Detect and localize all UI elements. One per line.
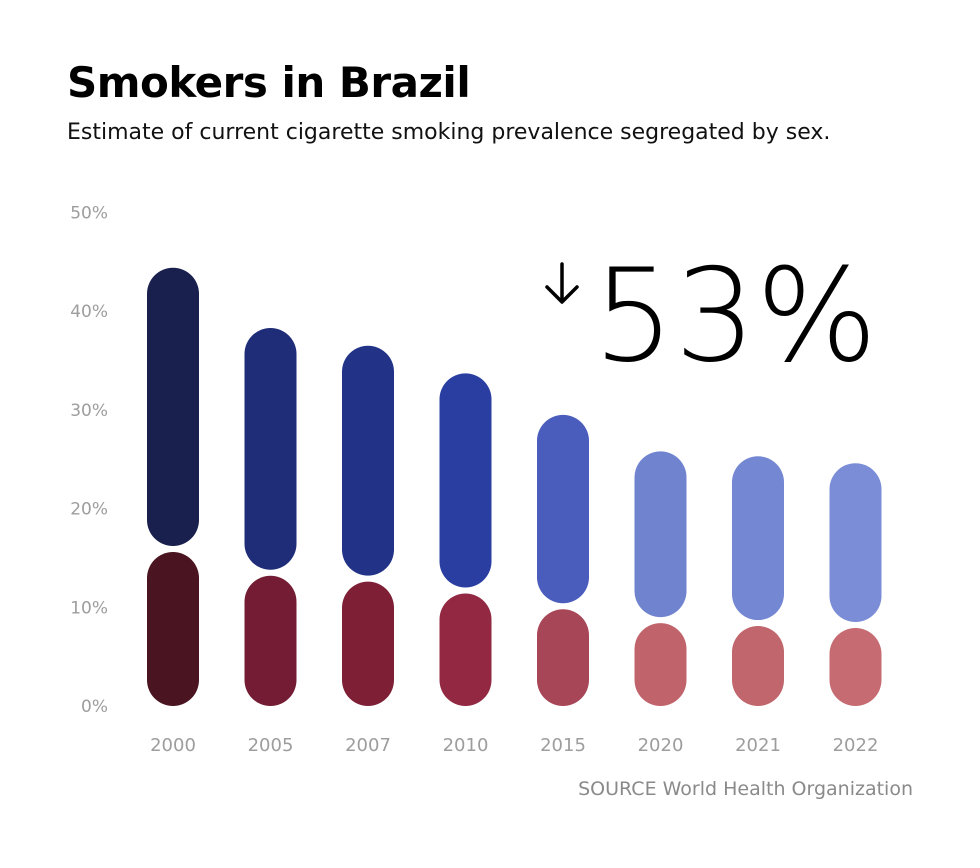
change-value: 53% [593, 242, 878, 391]
y-tick-label: 10% [70, 598, 108, 618]
x-tick-label: 2015 [540, 735, 586, 756]
y-tick-label: 20% [70, 500, 108, 520]
change-annotation: 53% [545, 242, 878, 391]
x-axis: 2000 2005 2007 2010 2015 2020 2021 2022 [150, 735, 878, 756]
x-tick-label: 2020 [638, 735, 684, 756]
bar-segment-lower [342, 581, 394, 706]
bar-segment-upper [342, 345, 394, 576]
x-tick-label: 2022 [833, 735, 879, 756]
y-tick-label: 50% [70, 204, 108, 224]
bar-segment-upper [537, 414, 589, 604]
y-tick-label: 40% [70, 302, 108, 322]
bar-segment-lower [634, 623, 687, 706]
bar-segment-lower [244, 575, 297, 706]
y-axis: 0% 10% 20% 30% 40% 50% [70, 204, 108, 718]
bars [147, 267, 882, 706]
bar-segment-upper [147, 267, 199, 547]
x-tick-label: 2007 [345, 735, 391, 756]
x-tick-label: 2021 [735, 735, 781, 756]
chart-subtitle: Estimate of current cigarette smoking pr… [67, 120, 831, 145]
bar-segment-upper [244, 327, 297, 570]
x-tick-label: 2000 [150, 735, 196, 756]
source-note: SOURCE World Health Organization [578, 778, 913, 800]
bar-segment-upper [829, 463, 882, 623]
y-tick-label: 30% [70, 401, 108, 421]
bar-segment-lower [147, 552, 199, 706]
x-tick-label: 2010 [443, 735, 489, 756]
down-arrow-icon [545, 262, 579, 304]
bar-segment-upper [732, 456, 784, 621]
y-tick-label: 0% [81, 697, 108, 717]
chart-title: Smokers in Brazil [67, 58, 471, 107]
bar-segment-upper [439, 373, 492, 588]
x-tick-label: 2005 [248, 735, 294, 756]
bar-segment-lower [829, 628, 882, 706]
bar-segment-upper [634, 451, 687, 618]
bar-segment-lower [732, 626, 784, 706]
bar-segment-lower [439, 593, 492, 706]
bar-segment-lower [537, 609, 589, 706]
